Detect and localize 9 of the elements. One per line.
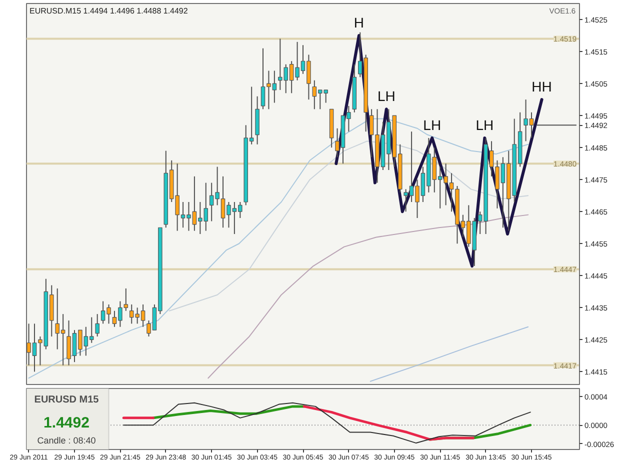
annotation: 1.4492 (44, 414, 90, 432)
annotation: LH (476, 116, 494, 133)
annotation: H (354, 14, 364, 31)
annotation: EURUSD M15 (34, 394, 100, 406)
annotation: LH (423, 116, 442, 133)
annotation: Candle : 08:40 (37, 436, 96, 446)
annotation: LH (377, 88, 396, 104)
chart-title: EURUSD.M15 1.4494 1.4496 1.4488 1.4492 (30, 6, 188, 16)
annotation: HH (532, 78, 552, 95)
